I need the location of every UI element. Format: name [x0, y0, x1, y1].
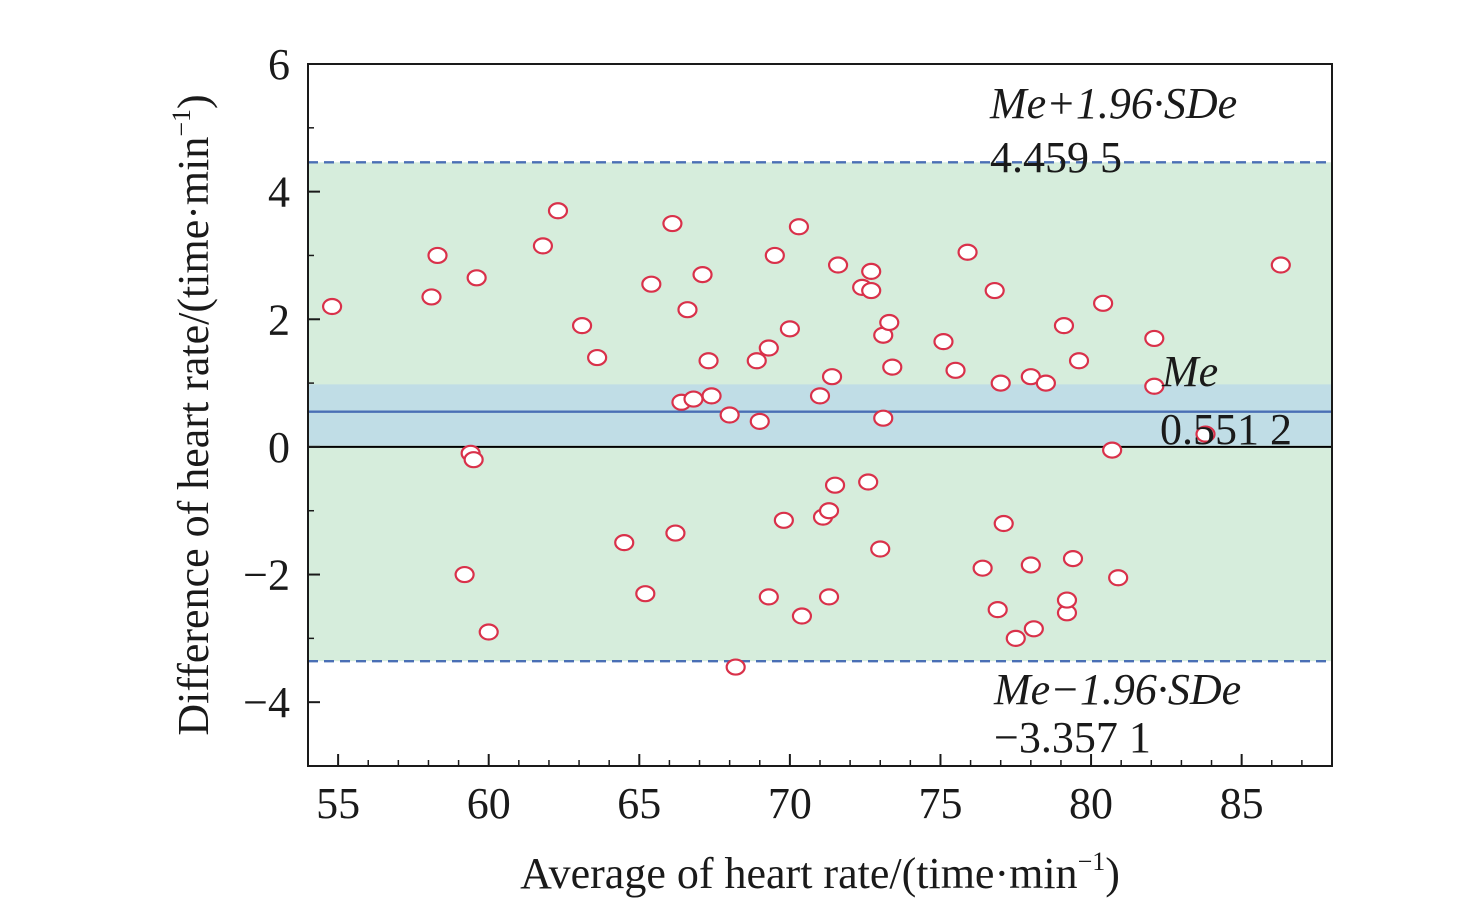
data-point	[683, 390, 704, 408]
data-point	[1035, 374, 1056, 392]
x-tick-label: 60	[467, 779, 511, 828]
y-tick-label: 6	[268, 40, 290, 89]
data-point	[882, 358, 903, 376]
data-point	[779, 320, 800, 338]
data-point	[1144, 329, 1165, 348]
data-point	[764, 246, 785, 265]
lower-limit-value: −3.357 1	[994, 713, 1151, 762]
y-axis-title: Difference of heart rate/(time·min−1)	[167, 94, 218, 735]
y-tick-label: 0	[268, 423, 290, 472]
x-axis-title: Average of heart rate/(time·min−1)	[520, 847, 1120, 898]
data-point	[870, 540, 891, 558]
data-point	[957, 243, 978, 261]
x-tick-label: 65	[617, 779, 661, 828]
x-tick-label: 80	[1069, 779, 1113, 828]
data-point	[1053, 317, 1075, 335]
data-point	[466, 269, 487, 287]
data-point	[662, 214, 683, 233]
data-point	[719, 406, 740, 424]
x-tick-label: 70	[768, 779, 812, 828]
mean-value: 0.551 2	[1160, 405, 1292, 454]
data-point	[861, 262, 882, 281]
data-point	[587, 348, 608, 367]
data-point	[773, 511, 794, 529]
data-point	[791, 607, 813, 625]
data-point	[677, 301, 698, 319]
data-point	[1020, 556, 1041, 574]
data-point	[454, 565, 475, 584]
data-point	[1270, 256, 1291, 274]
data-point	[1005, 629, 1026, 647]
data-point	[818, 588, 840, 606]
data-point	[827, 256, 849, 274]
data-point	[725, 658, 746, 676]
data-point	[547, 202, 569, 220]
data-point	[1108, 569, 1129, 587]
data-point	[879, 313, 900, 332]
x-tick-label: 85	[1220, 779, 1264, 828]
data-point	[698, 352, 719, 370]
data-point	[641, 275, 662, 293]
data-point	[861, 281, 882, 300]
data-point	[873, 409, 894, 427]
x-tick-label: 75	[918, 779, 962, 828]
data-point	[933, 333, 954, 351]
upper-limit-label: Me+1.96·SDe	[989, 79, 1237, 128]
data-point	[614, 534, 635, 552]
y-axis-title-sup: −1	[167, 109, 196, 137]
data-point	[993, 514, 1014, 533]
data-point	[463, 451, 484, 469]
y-tick-label: 2	[268, 295, 290, 344]
data-points	[321, 202, 1291, 676]
data-point	[1068, 352, 1090, 370]
data-point	[788, 218, 810, 236]
annotations: Me+1.96·SDe 4.459 5 Me 0.551 2 Me−1.96·S…	[989, 79, 1292, 762]
x-axis-ticks: 55 60 65 70 75 80 85	[307, 754, 1333, 828]
data-point	[824, 476, 846, 494]
data-point	[571, 317, 593, 335]
data-point	[746, 352, 767, 370]
data-point	[1062, 549, 1084, 568]
data-point	[1023, 620, 1044, 638]
data-point	[945, 361, 966, 379]
data-point	[421, 288, 442, 306]
data-point	[758, 588, 779, 606]
y-tick-label: −2	[243, 551, 290, 600]
data-point	[972, 559, 993, 577]
data-point	[321, 297, 343, 316]
y-axis-ticks: −4 −2 0 2 4 6	[243, 40, 320, 767]
data-point	[692, 266, 713, 284]
data-point	[427, 246, 448, 265]
lower-limit-label: Me−1.96·SDe	[993, 665, 1241, 714]
data-point	[821, 368, 843, 386]
data-point	[635, 585, 656, 603]
data-point	[984, 281, 1005, 300]
data-point	[758, 339, 779, 357]
data-point	[987, 601, 1008, 619]
x-tick-label: 55	[316, 779, 360, 828]
y-tick-label: −4	[243, 678, 290, 727]
data-point	[1195, 425, 1216, 443]
data-point	[701, 387, 722, 405]
data-point	[809, 387, 831, 405]
data-point	[665, 524, 686, 542]
data-point	[1144, 377, 1165, 395]
data-point	[990, 374, 1011, 392]
data-point	[1102, 441, 1123, 459]
data-point	[532, 237, 554, 255]
data-point	[478, 623, 499, 641]
reference-lines	[308, 161, 1332, 663]
upper-limit-value: 4.459 5	[990, 133, 1122, 182]
data-point	[1056, 591, 1078, 609]
data-point	[818, 502, 840, 520]
x-axis-title-sup: −1	[1078, 847, 1106, 876]
data-point	[749, 412, 770, 430]
y-tick-label: 4	[268, 168, 290, 217]
data-point	[858, 473, 879, 491]
mean-label: Me	[1161, 347, 1218, 396]
data-point	[1093, 294, 1114, 312]
